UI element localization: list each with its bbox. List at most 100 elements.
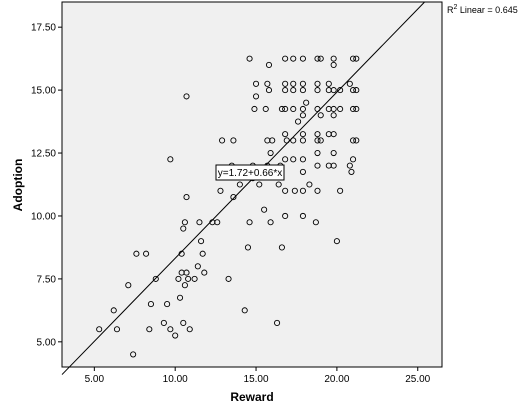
- x-tick-label: 15.00: [244, 374, 269, 385]
- plot-area: [61, 1, 443, 368]
- data-point: [264, 80, 271, 87]
- data-point: [299, 105, 306, 113]
- data-point: [147, 301, 154, 308]
- data-point: [325, 80, 332, 87]
- data-point: [314, 149, 321, 157]
- data-point: [350, 87, 357, 94]
- data-point: [312, 219, 319, 226]
- data-point: [330, 112, 337, 119]
- data-point: [348, 168, 355, 175]
- data-point: [333, 238, 340, 245]
- data-point: [299, 87, 306, 94]
- data-point: [346, 80, 353, 87]
- data-point: [282, 80, 289, 87]
- data-point: [201, 269, 208, 276]
- data-point: [314, 131, 321, 138]
- data-point: [282, 212, 289, 220]
- data-point: [246, 219, 253, 226]
- y-axis-title: Adoption: [11, 159, 25, 212]
- data-point: [337, 187, 344, 194]
- equation-box: [215, 164, 285, 181]
- y-tick-label: 10.00: [31, 211, 56, 222]
- y-tick-label: 5.00: [37, 337, 57, 348]
- data-point: [278, 244, 285, 251]
- data-point: [303, 99, 310, 106]
- data-point: [314, 80, 321, 87]
- data-point: [330, 149, 337, 157]
- data-point: [291, 187, 298, 194]
- data-point: [330, 61, 337, 68]
- data-point: [196, 219, 203, 226]
- x-tick-label: 10.00: [163, 374, 188, 385]
- data-point: [299, 137, 306, 144]
- r2-legend: R2 Linear = 0.645: [447, 4, 518, 15]
- data-point: [317, 55, 324, 62]
- data-point: [267, 149, 274, 157]
- data-point: [176, 294, 184, 301]
- x-tick-label: 25.00: [405, 374, 430, 385]
- data-point: [262, 105, 269, 113]
- data-point: [278, 105, 285, 113]
- data-point: [350, 137, 357, 144]
- data-point: [152, 275, 159, 282]
- data-point: [172, 332, 179, 339]
- data-point: [225, 275, 232, 282]
- y-axis: 5.00 7.50 10.00 12.50 15.00 17.50: [31, 23, 62, 348]
- data-point: [282, 156, 289, 163]
- data-point: [337, 87, 344, 94]
- data-point: [282, 55, 289, 62]
- data-point: [164, 301, 171, 308]
- equation-label: y=1.72+0.66*x: [218, 168, 283, 179]
- data-point: [198, 238, 205, 245]
- data-point: [295, 118, 302, 125]
- data-point: [199, 250, 206, 257]
- data-point: [317, 112, 324, 119]
- data-point: [181, 282, 188, 289]
- r2-superscript: 2: [454, 4, 458, 11]
- data-point: [261, 206, 268, 213]
- data-point: [256, 181, 263, 188]
- data-point: [219, 137, 226, 144]
- data-point: [191, 275, 198, 282]
- data-point: [299, 187, 306, 194]
- data-point: [314, 87, 321, 94]
- data-point: [160, 319, 167, 326]
- data-point: [236, 181, 243, 188]
- data-point: [113, 326, 121, 333]
- data-point: [290, 87, 297, 94]
- r2-suffix: Linear = 0.645: [457, 5, 517, 15]
- data-point: [353, 105, 360, 113]
- data-point: [330, 105, 337, 113]
- r2-prefix: R: [447, 5, 454, 15]
- data-point: [317, 137, 324, 144]
- data-point: [167, 326, 174, 333]
- equation-label-box: y=1.72+0.66*x: [215, 164, 285, 181]
- data-point: [244, 244, 252, 251]
- scatter-points: [96, 55, 360, 358]
- data-point: [330, 162, 337, 169]
- data-point: [353, 87, 360, 94]
- data-point: [265, 87, 273, 94]
- data-point: [350, 105, 357, 113]
- data-point: [269, 137, 276, 144]
- data-point: [314, 162, 321, 169]
- data-point: [96, 326, 103, 333]
- data-point: [125, 282, 132, 289]
- data-point: [299, 212, 306, 220]
- data-point: [178, 250, 185, 257]
- data-point: [183, 194, 190, 201]
- data-point: [230, 194, 237, 201]
- data-point: [299, 168, 306, 175]
- data-point: [186, 326, 193, 333]
- data-point: [337, 105, 344, 113]
- data-point: [180, 225, 187, 232]
- data-point: [330, 87, 337, 94]
- y-tick-label: 15.00: [31, 86, 56, 97]
- data-point: [314, 137, 321, 144]
- data-point: [194, 263, 201, 270]
- data-point: [241, 307, 248, 314]
- x-tick-label: 5.00: [85, 374, 105, 385]
- data-point: [130, 351, 137, 358]
- data-point: [282, 87, 289, 94]
